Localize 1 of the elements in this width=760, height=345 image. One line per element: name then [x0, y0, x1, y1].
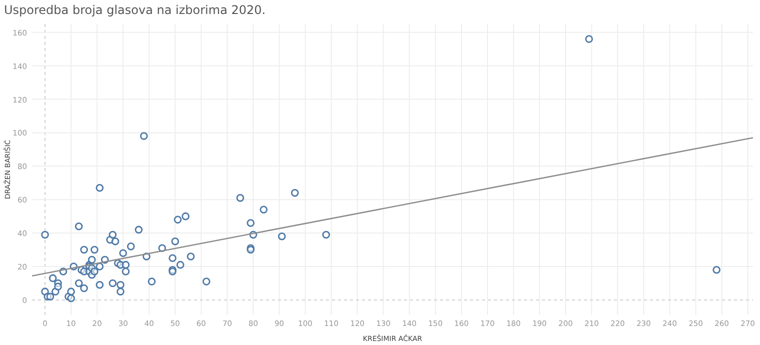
chart-title: Usporedba broja glasova na izborima 2020.	[4, 3, 266, 17]
